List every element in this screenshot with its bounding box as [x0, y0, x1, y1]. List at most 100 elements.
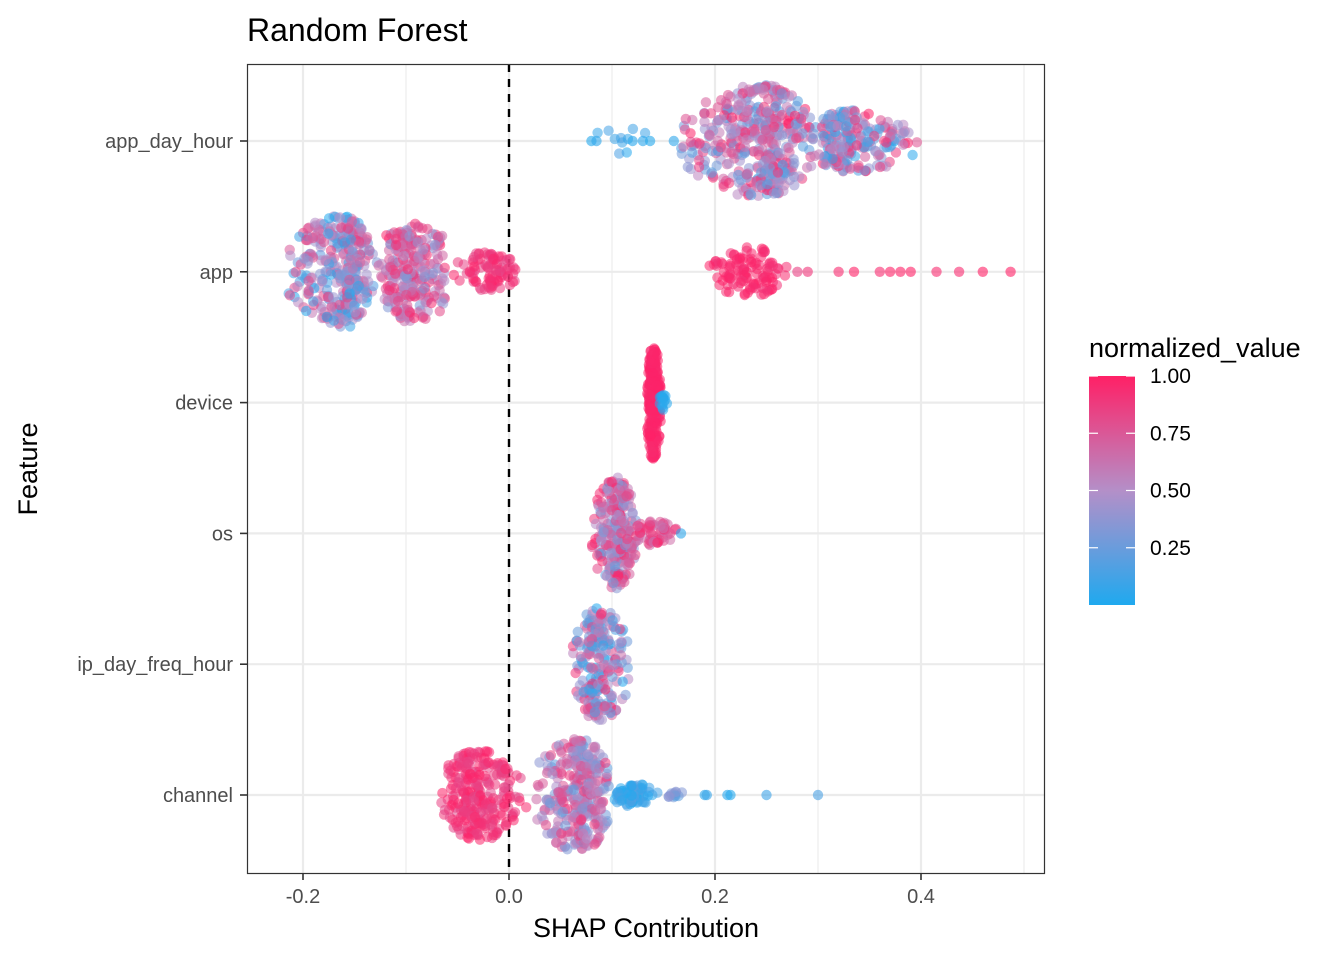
data-point [320, 254, 331, 265]
data-point [610, 624, 621, 635]
data-point [768, 188, 779, 199]
x-tick-label: 0.0 [495, 886, 523, 908]
data-point [875, 115, 886, 126]
data-point [645, 403, 656, 414]
data-point [977, 266, 988, 277]
data-point [603, 485, 614, 497]
data-point [493, 794, 504, 806]
data-point [413, 252, 424, 263]
data-point [732, 189, 743, 200]
data-point [679, 124, 691, 135]
data-point [593, 626, 604, 638]
data-point [363, 276, 374, 287]
data-point [479, 247, 490, 258]
data-point [765, 257, 776, 268]
data-point [686, 147, 698, 158]
series-ip-day-freq-hour [567, 603, 634, 725]
data-point [339, 237, 351, 248]
data-point [769, 121, 780, 133]
data-point [779, 270, 791, 281]
data-point [842, 155, 853, 166]
data-point [765, 153, 776, 164]
data-point [637, 779, 648, 791]
data-point [792, 266, 803, 277]
data-point [421, 233, 432, 245]
data-point [560, 820, 571, 831]
data-point [472, 829, 483, 840]
data-point [469, 811, 481, 823]
data-point [598, 514, 609, 526]
data-point [791, 133, 802, 144]
series-os [586, 472, 687, 594]
data-point [819, 159, 831, 170]
data-point [541, 794, 552, 805]
data-point [863, 108, 874, 120]
data-point [401, 273, 413, 284]
plot-title: Random Forest [247, 12, 468, 48]
data-point [439, 262, 450, 273]
data-point [827, 144, 838, 155]
data-point [794, 171, 805, 182]
data-point [439, 804, 451, 816]
legend-break-label: 0.75 [1150, 422, 1191, 445]
y-tick-label: app_day_hour [105, 131, 233, 153]
data-point [510, 791, 521, 802]
data-point [334, 212, 346, 223]
data-point [573, 636, 585, 648]
data-point [806, 160, 817, 172]
data-point [622, 500, 634, 511]
data-point [762, 106, 773, 117]
data-point [452, 257, 464, 268]
data-point [562, 844, 573, 855]
data-point [454, 275, 465, 286]
data-point [685, 136, 696, 148]
data-point [429, 290, 440, 302]
data-point [774, 129, 785, 141]
data-point [323, 213, 335, 224]
data-point [593, 679, 604, 690]
data-point [488, 830, 499, 841]
data-point [675, 528, 687, 539]
data-point [853, 160, 864, 171]
data-point [758, 84, 769, 95]
data-point [615, 516, 627, 527]
data-point [570, 667, 581, 679]
data-point [774, 148, 786, 159]
data-point [467, 772, 478, 784]
data-point [812, 789, 824, 801]
data-point [390, 306, 401, 317]
data-point [756, 167, 767, 178]
data-point [739, 141, 751, 152]
data-point [620, 689, 631, 701]
data-point [593, 618, 604, 629]
data-point [354, 257, 366, 268]
data-point [511, 770, 522, 781]
data-point [741, 245, 752, 256]
data-point [586, 539, 598, 551]
data-point [682, 161, 693, 173]
data-point [643, 523, 654, 534]
data-point [897, 139, 909, 150]
data-point [652, 349, 663, 360]
data-point [598, 526, 609, 538]
data-point [760, 114, 771, 126]
data-point [663, 791, 674, 802]
data-point [845, 163, 856, 174]
data-point [419, 283, 430, 294]
data-point [303, 275, 314, 287]
data-point [718, 181, 729, 192]
data-point [862, 136, 874, 147]
data-point [596, 714, 608, 725]
data-point [346, 216, 358, 227]
data-point [772, 176, 783, 187]
series-device [642, 343, 673, 464]
data-point [504, 279, 516, 291]
data-point [726, 147, 737, 158]
data-point [402, 300, 413, 311]
data-point [792, 96, 804, 107]
data-point [603, 125, 614, 136]
legend-title: normalized_value [1089, 333, 1301, 363]
data-point [601, 571, 613, 582]
data-point [859, 151, 871, 162]
data-point [605, 548, 617, 559]
